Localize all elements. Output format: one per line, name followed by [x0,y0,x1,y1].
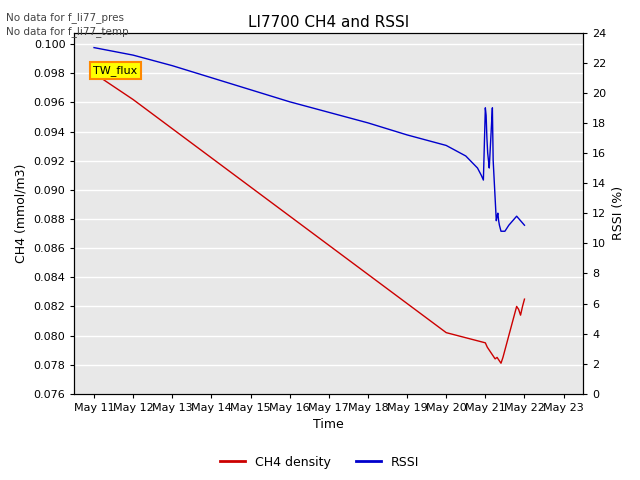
Title: LI7700 CH4 and RSSI: LI7700 CH4 and RSSI [248,15,410,30]
Y-axis label: RSSI (%): RSSI (%) [612,186,625,240]
Y-axis label: CH4 (mmol/m3): CH4 (mmol/m3) [15,164,28,263]
Text: No data for f_li77_pres: No data for f_li77_pres [6,12,124,23]
X-axis label: Time: Time [314,419,344,432]
Text: No data for f_li77_temp: No data for f_li77_temp [6,26,129,37]
Text: TW_flux: TW_flux [93,65,138,76]
Legend: CH4 density, RSSI: CH4 density, RSSI [216,451,424,474]
